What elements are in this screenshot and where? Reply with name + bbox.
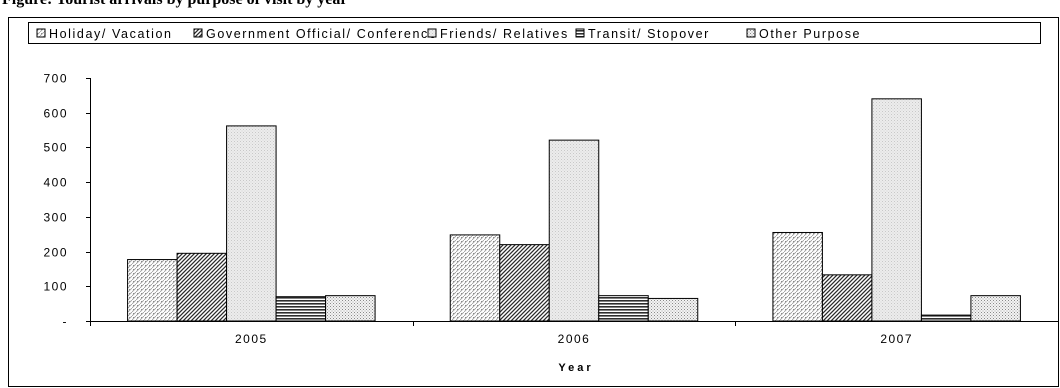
bar (970, 295, 1021, 322)
bar (772, 231, 823, 322)
bar (226, 125, 277, 322)
bar (920, 314, 972, 322)
bars (127, 98, 1021, 322)
legend-label: Holiday/ Vacation (49, 27, 173, 41)
legend-swatch (36, 28, 46, 38)
y-axis: - 100 200 300 400 500 600 700 (43, 72, 91, 329)
y-tick-label: 500 (43, 141, 68, 155)
bar (647, 297, 699, 322)
legend-label: Other Purpose (759, 27, 861, 41)
bar (871, 98, 922, 322)
bar (598, 295, 649, 322)
x-tick-label: 2007 (880, 332, 913, 346)
y-tick-label: 400 (43, 176, 68, 190)
y-tick-label: 700 (43, 72, 68, 86)
bar (449, 234, 501, 322)
legend-label: Friends/ Relatives (440, 27, 569, 41)
bar (127, 259, 178, 322)
y-tick-label: - (63, 315, 69, 329)
legend-swatch (427, 28, 437, 38)
x-axis-title: Year (558, 362, 593, 374)
y-tick-label: 100 (43, 280, 68, 294)
bar (821, 274, 873, 322)
legend-label: Government Official/ Conference (206, 27, 437, 41)
bar (275, 296, 327, 322)
legend: Holiday/ Vacation Government Official/ Co… (36, 27, 861, 41)
legend-swatch (575, 28, 585, 38)
legend-swatch (193, 28, 203, 38)
bar (325, 295, 376, 322)
x-tick-label: 2005 (235, 332, 268, 346)
figure-caption: Figure: Tourist arrivals by purpose of v… (2, 0, 348, 9)
bar (176, 252, 228, 322)
x-tick-label: 2006 (558, 332, 591, 346)
legend-swatch (746, 28, 756, 38)
bar (499, 244, 550, 322)
legend-label: Transit/ Stopover (588, 27, 710, 41)
y-tick-label: 600 (43, 107, 68, 121)
y-tick-label: 200 (43, 246, 68, 260)
y-tick-label: 300 (43, 211, 68, 225)
bar (548, 139, 600, 322)
legend-box (28, 22, 1041, 44)
figure-caption-strip: Figure: Tourist arrivals by purpose of v… (0, 0, 1060, 14)
